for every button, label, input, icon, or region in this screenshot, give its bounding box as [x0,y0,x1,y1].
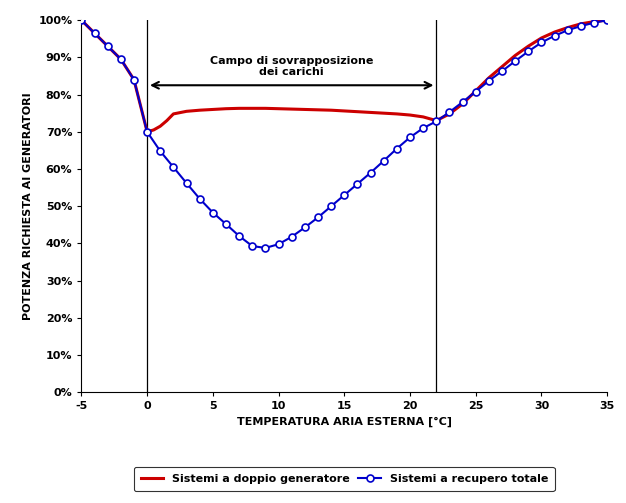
Text: Campo di sovrapposizione
dei carichi: Campo di sovrapposizione dei carichi [210,56,373,77]
Legend: Sistemi a doppio generatore, Sistemi a recupero totale: Sistemi a doppio generatore, Sistemi a r… [134,467,555,491]
X-axis label: TEMPERATURA ARIA ESTERNA [°C]: TEMPERATURA ARIA ESTERNA [°C] [237,417,452,427]
Y-axis label: POTENZA RICHIESTA AI GENERATORI: POTENZA RICHIESTA AI GENERATORI [23,93,33,320]
